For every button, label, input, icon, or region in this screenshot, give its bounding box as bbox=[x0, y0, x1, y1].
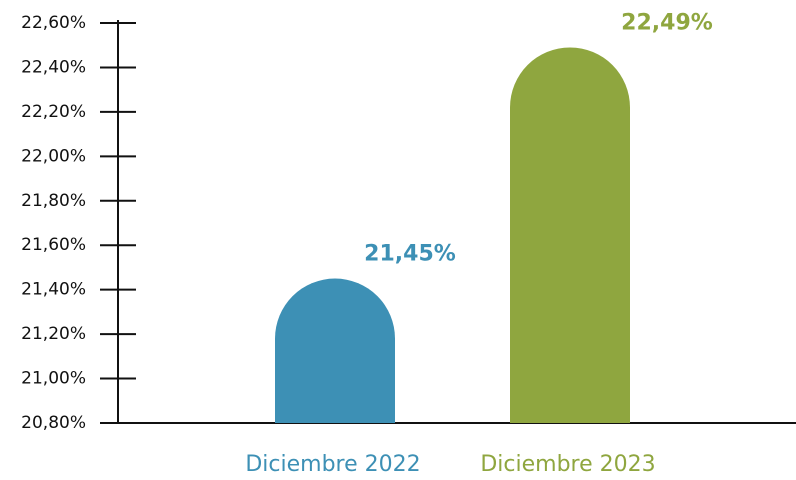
y-tick-label: 22,20% bbox=[21, 102, 86, 122]
y-tick-label: 21,20% bbox=[21, 324, 86, 344]
y-tick-label: 22,00% bbox=[21, 146, 86, 166]
y-tick-label: 22,60% bbox=[21, 13, 86, 33]
y-tick-label: 22,40% bbox=[21, 57, 86, 77]
value-label: 22,49% bbox=[621, 10, 713, 35]
y-tick-label: 20,80% bbox=[21, 413, 86, 433]
y-tick-label: 21,40% bbox=[21, 280, 86, 300]
y-tick-label: 21,80% bbox=[21, 191, 86, 211]
bar bbox=[275, 278, 395, 423]
y-tick-label: 21,00% bbox=[21, 369, 86, 389]
value-label: 21,45% bbox=[364, 242, 456, 267]
y-tick-label: 21,60% bbox=[21, 235, 86, 255]
x-tick-label: Diciembre 2022 bbox=[245, 452, 420, 477]
x-tick-label: Diciembre 2023 bbox=[480, 452, 655, 477]
bar bbox=[510, 47, 630, 423]
